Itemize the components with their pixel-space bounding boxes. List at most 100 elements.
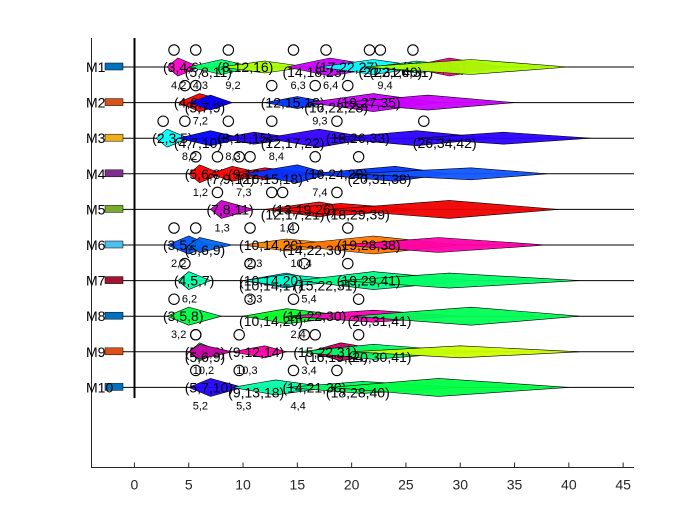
operation-tuple-label: (5,7,9) bbox=[185, 100, 225, 116]
machine-color-swatch bbox=[104, 240, 124, 249]
machine-color-swatch bbox=[104, 98, 124, 106]
operation-tuple-label: (15,22,31) bbox=[293, 344, 357, 360]
operation-tuple-label: (21,31,40) bbox=[359, 64, 423, 80]
operation-circle-marker bbox=[189, 44, 202, 56]
operation-diamond bbox=[329, 378, 569, 397]
operation-tuple-label: (10,14,20) bbox=[239, 273, 303, 289]
operation-tuple-label: (17,22,27) bbox=[315, 59, 379, 75]
operation-circle-marker bbox=[352, 293, 365, 305]
operation-index-label: 10,2 bbox=[193, 365, 214, 377]
operation-circle-marker bbox=[222, 115, 235, 127]
operation-tuple-label: (10,14,20) bbox=[239, 313, 303, 329]
operation-circle-marker bbox=[157, 115, 169, 127]
operation-circle-marker bbox=[309, 79, 321, 92]
operations-layer: (3,4,6)4,2(5,8,11)4,3(8,12,16)9,2(14,18,… bbox=[152, 44, 591, 412]
operation-diamond bbox=[340, 94, 515, 111]
x-tick-label: 10 bbox=[235, 477, 251, 493]
operation-tuple-label: (14,22,30) bbox=[282, 308, 346, 324]
operation-index-label: 6,4 bbox=[323, 80, 338, 92]
operation-circle-marker bbox=[352, 329, 365, 341]
operation-circle-marker bbox=[309, 151, 321, 163]
operation-circle-marker bbox=[363, 44, 376, 56]
machine-label: M9 bbox=[86, 344, 106, 360]
machine-color-swatch bbox=[104, 62, 124, 71]
operation-circle-marker bbox=[244, 222, 256, 234]
operation-tuple-label: (14,22,30) bbox=[282, 242, 346, 258]
operation-index-label: 1,4 bbox=[280, 222, 295, 234]
operation-tuple-label: (9,12,14) bbox=[228, 344, 284, 360]
operation-circle-marker bbox=[418, 115, 430, 127]
operation-index-label: 4,4 bbox=[290, 400, 305, 412]
machine-color-swatch bbox=[104, 276, 124, 284]
operation-diamond bbox=[351, 345, 580, 359]
machine-label: M3 bbox=[86, 130, 106, 146]
operation-tuple-label: (16,24,29) bbox=[304, 166, 368, 182]
x-axis-ticks: 0 5 10 15 20 25 30 35 40 45 bbox=[131, 462, 631, 493]
operation-diamond bbox=[340, 272, 580, 289]
machine-label: M4 bbox=[86, 166, 106, 182]
operation-circle-marker bbox=[211, 186, 224, 199]
operation-diamond bbox=[340, 237, 548, 253]
machine-label: M8 bbox=[86, 308, 106, 324]
machine-label: M2 bbox=[86, 95, 106, 111]
operation-circle-marker bbox=[298, 329, 311, 341]
operation-tuple-label: (3,4,6) bbox=[163, 59, 203, 75]
operation-diamond bbox=[416, 131, 591, 145]
operation-diamond bbox=[232, 345, 288, 359]
machine-label: M10 bbox=[86, 379, 113, 395]
machine-label: M5 bbox=[86, 201, 106, 217]
operation-index-label: 7,2 bbox=[193, 116, 208, 128]
operation-circle-marker bbox=[331, 186, 343, 199]
operation-circle-marker bbox=[189, 222, 202, 234]
operation-index-label: 4,2 bbox=[171, 80, 186, 92]
operation-index-label: 6,2 bbox=[182, 294, 197, 306]
operation-index-label: 1,3 bbox=[214, 222, 229, 234]
operation-diamond bbox=[351, 306, 580, 326]
operation-index-label: 6,3 bbox=[290, 80, 305, 92]
operation-index-label: 7,3 bbox=[236, 187, 251, 199]
operation-diamond bbox=[187, 94, 234, 111]
operation-index-label: 9,4 bbox=[377, 80, 392, 92]
operation-circle-marker bbox=[287, 293, 300, 305]
operation-index-label: 1,2 bbox=[193, 187, 208, 199]
operation-diamond bbox=[329, 200, 559, 219]
operation-circle-marker bbox=[287, 44, 300, 56]
operation-circle-marker bbox=[244, 293, 256, 305]
x-tick-label: 30 bbox=[452, 477, 468, 493]
operation-index-label: 10,3 bbox=[236, 365, 257, 377]
operation-circle-marker bbox=[331, 364, 343, 377]
operation-circle-marker bbox=[342, 79, 354, 92]
operation-circle-marker bbox=[168, 222, 180, 234]
operation-diamond bbox=[177, 271, 212, 290]
operation-tuple-label: (15,22,31) bbox=[293, 278, 357, 294]
machine-color-swatch bbox=[104, 133, 124, 142]
operation-tuple-label: (5,6,9) bbox=[185, 349, 225, 365]
operation-circle-marker bbox=[266, 79, 278, 92]
operation-circle-marker bbox=[168, 293, 180, 305]
operation-tuple-label: (13,19,26) bbox=[272, 201, 336, 217]
operation-circle-marker bbox=[266, 115, 278, 127]
operation-tuple-label: (18,29,39) bbox=[326, 206, 390, 222]
operation-circle-marker bbox=[342, 222, 354, 234]
operation-circle-marker bbox=[168, 44, 180, 56]
machine-label: M6 bbox=[86, 237, 106, 253]
x-tick-label: 25 bbox=[398, 477, 414, 493]
operation-index-label: 3,2 bbox=[171, 329, 186, 341]
operation-circle-marker bbox=[244, 151, 256, 163]
operation-tuple-label: (3,5,8) bbox=[163, 308, 203, 324]
operation-circle-marker bbox=[276, 186, 289, 199]
operation-tuple-label: (12,15,18) bbox=[261, 95, 325, 111]
machine-color-swatch bbox=[104, 311, 124, 320]
machine-color-swatch bbox=[104, 169, 124, 178]
operation-circle-marker bbox=[342, 257, 354, 270]
operation-diamond bbox=[362, 59, 569, 75]
operation-tuple-label: (18,26,33) bbox=[326, 130, 390, 146]
operation-tuple-label: (12,17,22) bbox=[261, 135, 325, 151]
operation-circle-marker bbox=[189, 79, 202, 92]
operation-circle-marker bbox=[233, 364, 245, 377]
operation-index-label: 9,3 bbox=[312, 116, 327, 128]
operation-tuple-label: (19,28,38) bbox=[337, 237, 401, 253]
operation-tuple-label: (5,6,9) bbox=[185, 242, 225, 258]
operation-tuple-label: (2,3,5) bbox=[152, 130, 192, 146]
